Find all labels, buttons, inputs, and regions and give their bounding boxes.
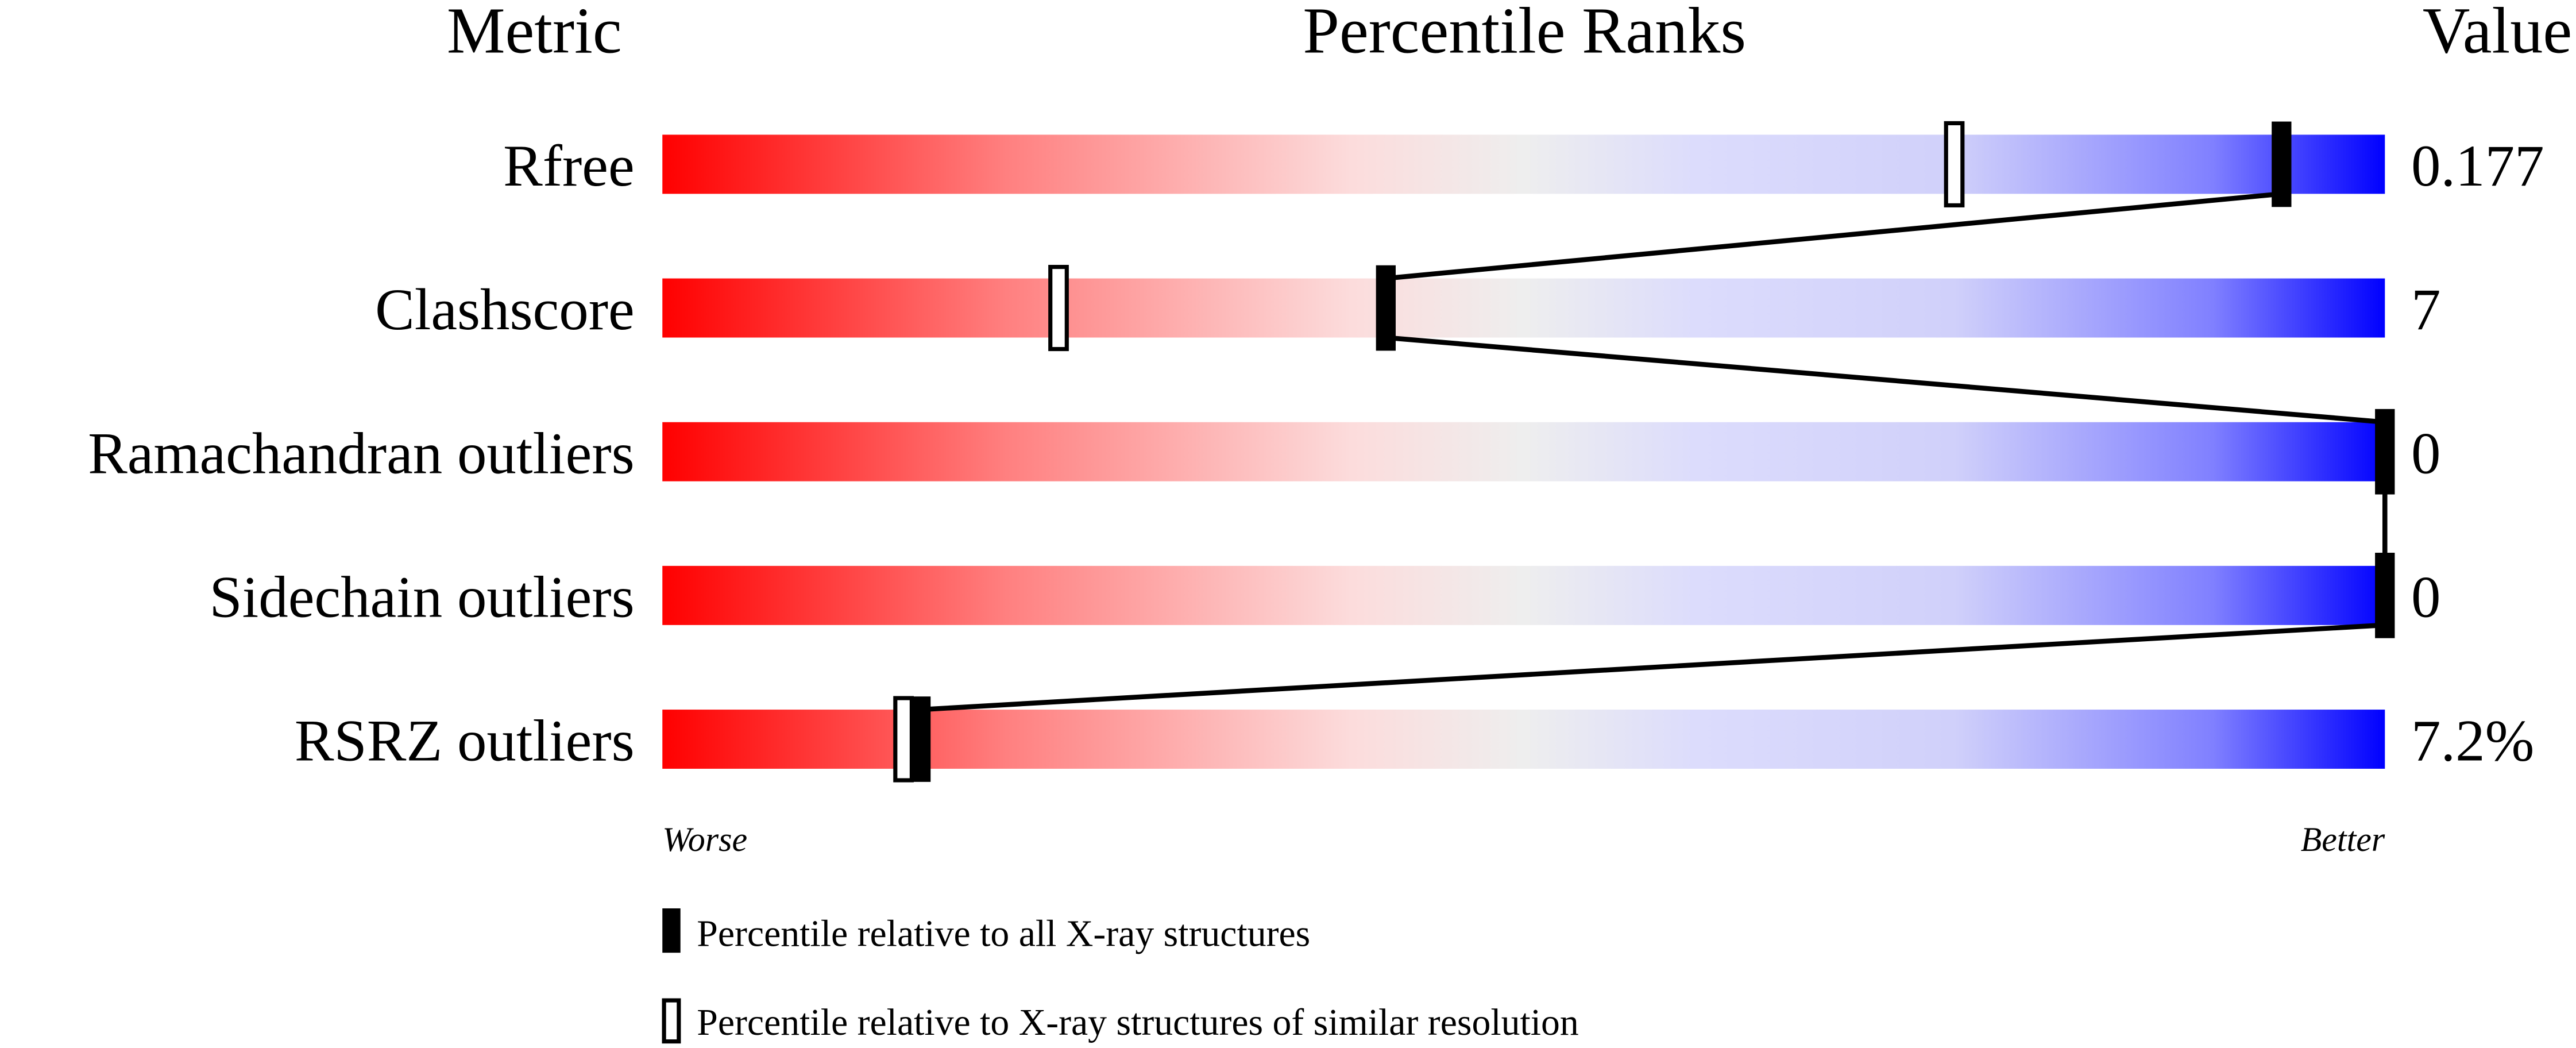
- metric-label: Sidechain outliers: [209, 565, 634, 630]
- percentile-bar: [662, 710, 2385, 769]
- header-percentile: Percentile Ranks: [1303, 0, 1746, 67]
- absolute-percentile-marker: [910, 696, 931, 782]
- percentile-bar: [662, 565, 2385, 625]
- percentile-bar: [662, 134, 2385, 194]
- metric-value: 0.177: [2411, 133, 2544, 199]
- metric-label: Ramachandran outliers: [88, 421, 635, 486]
- connector-line: [920, 622, 2385, 712]
- legend-relative-marker: [662, 998, 681, 1044]
- legend-relative-label: Percentile relative to X-ray structures …: [697, 1001, 1578, 1043]
- connector-line: [1385, 335, 2385, 425]
- metric-label: Clashscore: [375, 277, 635, 342]
- metric-label: RSRZ outliers: [295, 708, 635, 774]
- legend-absolute-marker: [662, 908, 681, 953]
- metric-value: 0: [2411, 565, 2440, 630]
- metric-label: Rfree: [503, 133, 635, 199]
- absolute-percentile-marker: [2375, 409, 2395, 495]
- metric-value: 7.2%: [2411, 708, 2534, 774]
- header-value: Value: [2423, 0, 2572, 67]
- axis-better-label: Better: [2301, 820, 2385, 858]
- axis-worse-label: Worse: [662, 820, 747, 858]
- connector-line: [1385, 191, 2282, 281]
- relative-percentile-marker: [893, 696, 914, 783]
- percentile-bar: [662, 422, 2385, 481]
- metric-value: 7: [2411, 277, 2440, 342]
- percentile-bar: [662, 278, 2385, 338]
- absolute-percentile-marker: [2375, 553, 2395, 638]
- metric-value: 0: [2411, 421, 2440, 486]
- absolute-percentile-marker: [1376, 265, 1396, 351]
- header-metric: Metric: [447, 0, 622, 67]
- absolute-percentile-marker: [2272, 121, 2292, 207]
- relative-percentile-marker: [1944, 121, 1965, 207]
- legend-absolute-label: Percentile relative to all X-ray structu…: [697, 913, 1310, 955]
- relative-percentile-marker: [1048, 265, 1069, 352]
